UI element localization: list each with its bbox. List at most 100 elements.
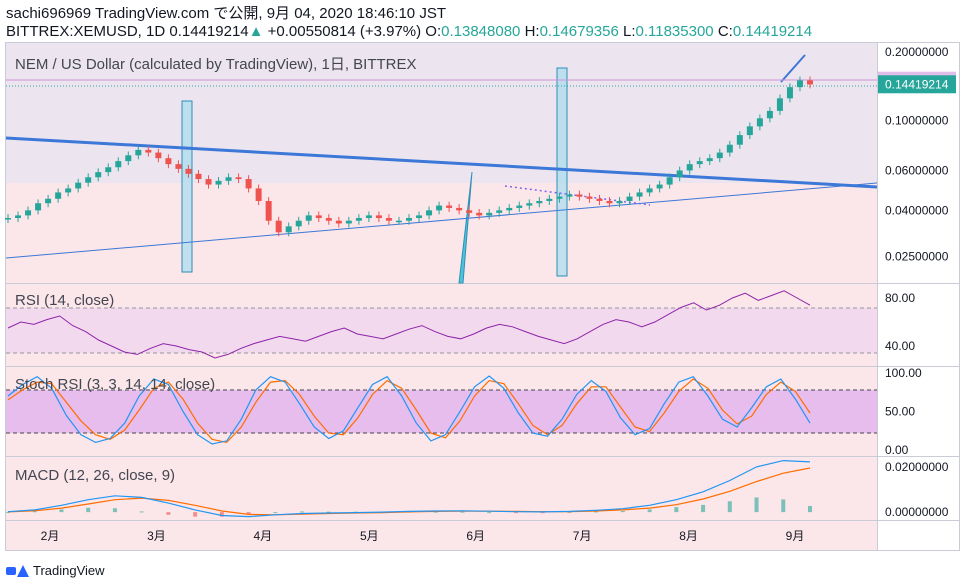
price-tick-label: 0.10000000	[885, 113, 949, 127]
candle-body	[235, 177, 242, 180]
candle-body	[736, 135, 743, 145]
candle-body	[155, 152, 162, 159]
macd-histogram-bar	[6, 511, 10, 513]
macd-histogram-bar	[540, 512, 545, 514]
candle-body	[596, 198, 603, 201]
user-drawings	[5, 54, 878, 284]
macd-histogram-bar	[433, 511, 438, 513]
candle-body	[536, 200, 543, 204]
macd-histogram-bar	[647, 509, 652, 513]
macd-histogram-bar	[781, 499, 786, 513]
candle-body	[626, 196, 633, 201]
chart-frame	[5, 42, 960, 551]
candle-body	[195, 173, 202, 180]
symbol-info: BITTREX:XEMUSD, 1D	[6, 23, 166, 40]
time-axis-bg	[6, 520, 877, 550]
candle-body	[95, 172, 102, 178]
indicator-tick-label: 0.02000000	[885, 460, 949, 474]
open-value: 0.13848080	[441, 23, 521, 40]
candle-body	[496, 210, 503, 213]
macd-pane-bg	[6, 457, 877, 520]
candle-body	[676, 170, 683, 178]
macd-histogram-bar	[727, 501, 732, 513]
macd-histogram-bar	[326, 511, 331, 513]
candle-body	[406, 218, 412, 221]
candle-body	[105, 167, 112, 173]
candle-body	[225, 177, 232, 181]
price-upper-zone	[6, 43, 877, 183]
dotted-projection-line	[504, 185, 651, 206]
candle-body	[766, 110, 773, 119]
candle-body	[175, 164, 182, 169]
macd-histogram-bar	[460, 511, 465, 513]
macd-histogram-bar	[166, 512, 171, 515]
macd-histogram-bar	[246, 512, 251, 515]
candle-body	[786, 87, 793, 99]
candle-body	[365, 215, 372, 219]
stoch-k-line	[7, 375, 811, 445]
price-tick-label: 0.02500000	[885, 250, 949, 264]
candle-body	[15, 215, 22, 219]
candle-body	[335, 220, 342, 224]
candle-body	[807, 80, 813, 85]
time-tick-label: 7月	[573, 529, 592, 543]
macd-histogram-bar	[594, 511, 599, 513]
axis-labels: 0.20000000 0.10000000 0.06000000 0.04000000…	[41, 45, 956, 543]
candle-body	[325, 218, 332, 221]
candle-body	[305, 215, 312, 221]
candle-body	[416, 215, 423, 219]
macd-histogram-bar	[513, 512, 518, 514]
stoch-d-line	[7, 378, 811, 444]
price-tick-label: 0.04000000	[885, 203, 949, 217]
macd-pane-title: MACD (12, 26, close, 9)	[15, 467, 176, 484]
candle-body	[255, 188, 262, 201]
candle-body	[566, 194, 573, 197]
rsi-band	[6, 308, 877, 353]
vertical-highlight-box	[181, 100, 193, 273]
rsi-line	[7, 290, 811, 359]
candle-body	[666, 177, 673, 185]
macd-histogram-bar	[808, 506, 812, 513]
candle-body	[706, 158, 713, 162]
candle-body	[796, 80, 803, 88]
breakout-trendline	[780, 54, 806, 83]
candle-body	[55, 192, 62, 199]
macd-histogram-bar	[112, 508, 117, 513]
macd-histogram-bar	[300, 511, 305, 513]
time-tick-label: 9月	[786, 529, 805, 543]
candle-body	[746, 126, 753, 136]
macd-histogram-bar	[674, 507, 679, 513]
candle-body	[45, 198, 52, 204]
macd-histogram-bar	[620, 510, 625, 513]
rsi-pane-title: RSI (14, close)	[15, 292, 115, 309]
macd-histogram-bar	[754, 497, 759, 513]
macd-histogram-bar	[273, 512, 278, 514]
candle-body	[506, 207, 513, 211]
indicator-tick-label: 100.00	[885, 366, 922, 380]
indicator-tick-label: 40.00	[885, 339, 915, 353]
stoch-band	[6, 390, 877, 433]
time-tick-label: 8月	[679, 529, 698, 543]
close-label: C:	[717, 23, 733, 40]
candle-body	[385, 218, 392, 221]
price-label-bg	[878, 75, 956, 94]
time-tick-label: 3月	[147, 529, 166, 543]
candle-body	[606, 200, 613, 204]
time-tick-label: 2月	[41, 529, 60, 543]
candle-body	[115, 161, 122, 168]
tradingview-brand-text: TradingView	[33, 563, 105, 578]
candle-body	[526, 203, 533, 206]
candle-body	[295, 220, 302, 227]
vertical-highlight-box	[556, 67, 568, 277]
candle-body	[275, 220, 282, 233]
candle-body	[456, 207, 463, 211]
last-price: 0.14419214	[169, 23, 249, 40]
time-tick-label: 4月	[254, 529, 273, 543]
candle-body	[476, 212, 483, 216]
stoch-series	[7, 375, 811, 445]
time-tick-label: 6月	[466, 529, 485, 543]
close-value: 0.14419214	[732, 23, 813, 40]
tradingview-logo[interactable]: TradingView	[6, 563, 105, 578]
ohlc-line: BITTREX:XEMUSD, 1D 0.14419214▲ +0.005508…	[6, 23, 812, 41]
